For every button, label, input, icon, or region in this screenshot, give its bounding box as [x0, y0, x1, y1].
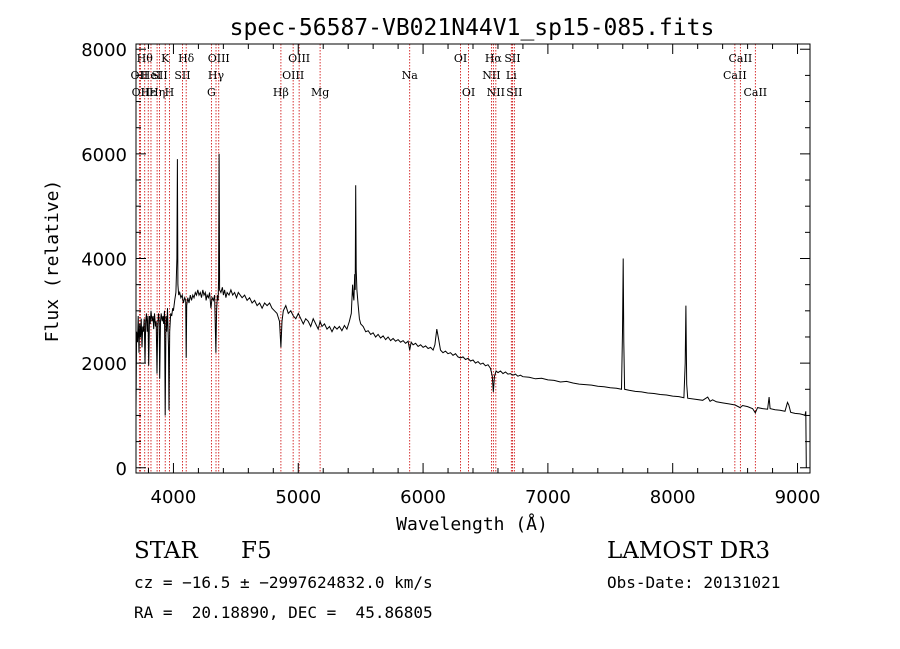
survey-label: LAMOST DR3	[607, 538, 771, 564]
line-marker-label: SII	[504, 52, 520, 65]
line-marker-label: SII	[174, 69, 190, 82]
y-tick-label: 2000	[81, 354, 127, 375]
x-tick-label: 6000	[400, 487, 446, 508]
y-tick-label: 8000	[81, 40, 127, 61]
line-marker-label: Hε	[141, 86, 157, 99]
line-marker-label: H	[165, 86, 175, 99]
x-tick-label: 5000	[275, 487, 321, 508]
line-marker-label: Na	[402, 69, 419, 82]
y-tick-label: 6000	[81, 145, 127, 166]
line-marker-label: CaII	[743, 86, 767, 99]
line-marker-label: SII	[506, 86, 522, 99]
line-marker-label: HeI	[141, 69, 161, 82]
plot-frame	[135, 43, 811, 474]
line-marker-label: Hβ	[273, 86, 289, 99]
y-axis: 0 2000 4000 6000 8000	[81, 40, 810, 480]
x-tick-label: 4000	[151, 487, 197, 508]
line-marker-label: Hδ	[178, 52, 195, 65]
y-tick-label: 0	[116, 459, 127, 480]
line-marker-label: K	[161, 52, 170, 65]
line-marker-label: Hθ	[137, 52, 154, 65]
line-marker-label: NII	[482, 69, 500, 82]
y-axis-label: Flux (relative)	[42, 180, 63, 343]
x-tick-label: 7000	[525, 487, 571, 508]
x-tick-label: 8000	[650, 487, 696, 508]
line-markers	[138, 44, 756, 473]
line-marker-label: Li	[506, 69, 517, 82]
line-marker-label: Hα	[485, 52, 503, 65]
y-tick-label: 4000	[81, 250, 127, 271]
object-subclass: F5	[241, 538, 272, 564]
line-marker-label: CaII	[729, 52, 753, 65]
line-marker-label: G	[207, 86, 216, 99]
line-marker-label: Hγ	[208, 69, 225, 82]
x-tick-label: 9000	[775, 487, 821, 508]
x-axis-label: Wavelength (Å)	[396, 513, 548, 535]
coordinates-line: RA = 20.18890, DEC = 45.86805	[134, 603, 433, 622]
object-class: STAR	[134, 538, 198, 564]
chart-title: spec-56587-VB021N44V1_sp15-085.fits	[230, 15, 715, 41]
line-marker-label: CaII	[723, 69, 747, 82]
x-axis: 4000 5000 6000 7000 8000 9000	[147, 44, 821, 508]
line-marker-label: OIII	[208, 52, 230, 65]
line-marker-label: OIII	[282, 69, 304, 82]
line-marker-label: OIII	[288, 52, 310, 65]
line-marker-label: OII	[131, 69, 149, 82]
line-marker-label: NII	[487, 86, 505, 99]
line-marker-label: Hη	[149, 86, 165, 99]
spectrum-line	[135, 153, 807, 468]
line-marker-label: Mg	[311, 86, 329, 99]
line-marker-label: OI	[462, 86, 475, 99]
redshift-line: cz = −16.5 ± −2997624832.0 km/s	[134, 573, 433, 592]
line-marker-labels: OII OII Hθ Hε HeI Hη SII K H SII Hδ G Hγ OIII Hβ OIII OI…	[131, 52, 768, 99]
line-marker-label: SII	[151, 69, 167, 82]
observation-date: Obs-Date: 20131021	[607, 573, 781, 592]
line-marker-label: OII	[132, 86, 150, 99]
line-marker-label: OI	[454, 52, 467, 65]
